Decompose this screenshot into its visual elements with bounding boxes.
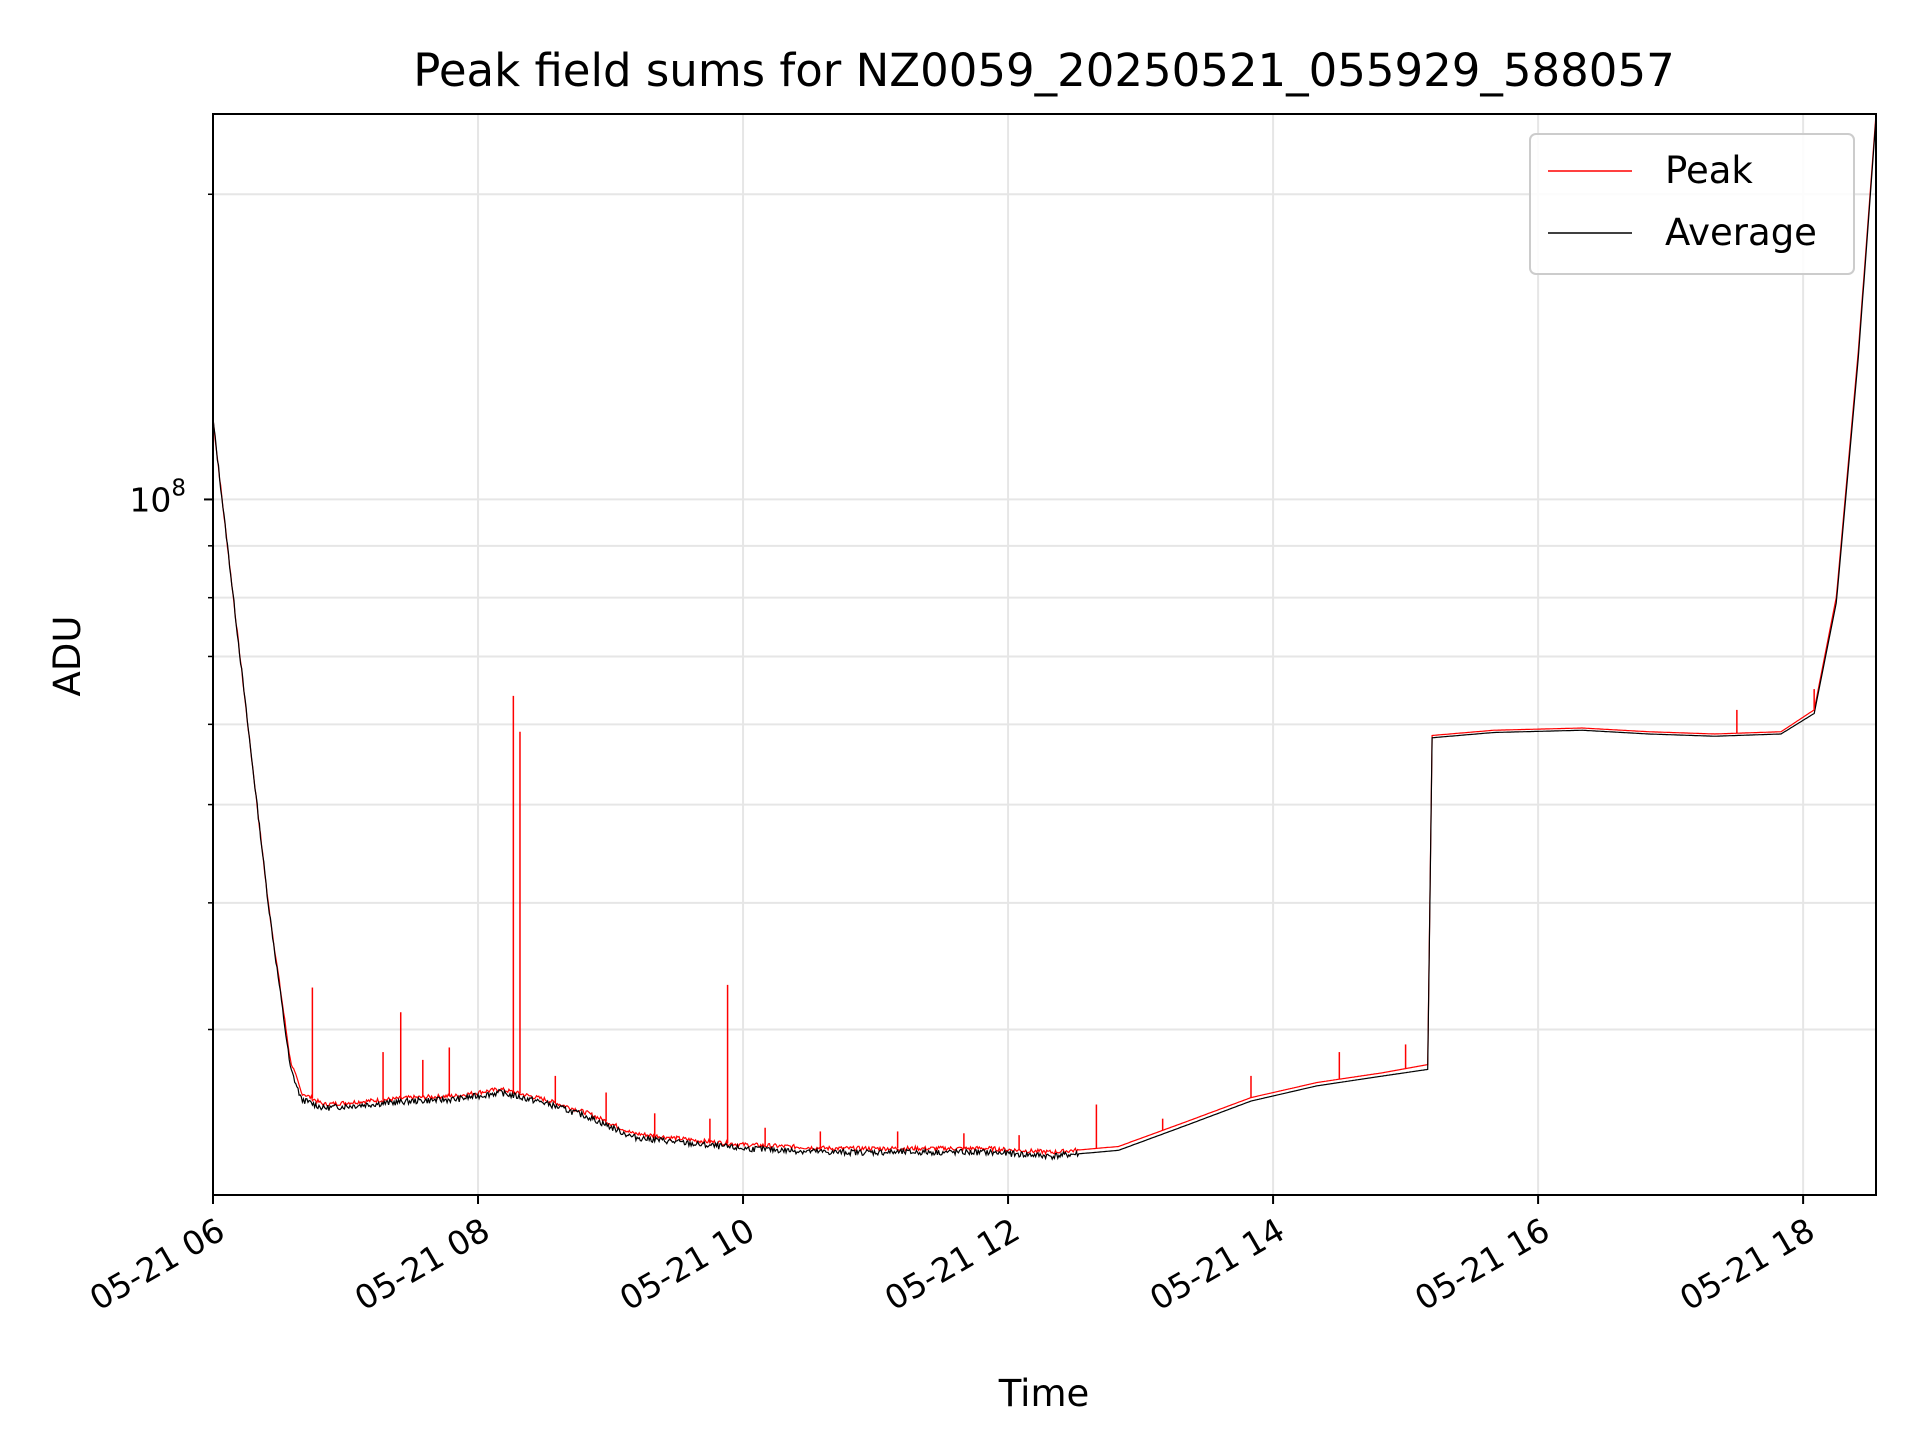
- x-tick-label: 05-21 18: [1673, 1210, 1821, 1318]
- x-tick-label: 05-21 08: [348, 1210, 496, 1318]
- x-tick-label: 05-21 10: [613, 1210, 761, 1318]
- x-tick-label: 05-21 06: [83, 1210, 231, 1318]
- x-tick-label: 05-21 16: [1408, 1210, 1556, 1318]
- series-layer: [212, 113, 1877, 1161]
- x-axis: 05-21 06 05-21 08 05-21 10 05-21 12 05-21 14…: [83, 1195, 1821, 1318]
- series-line-average: [212, 117, 1877, 1161]
- x-axis-label: Time: [998, 1372, 1090, 1415]
- x-tick-label: 05-21 14: [1143, 1210, 1291, 1318]
- legend-peak-label: Peak: [1665, 149, 1753, 192]
- legend-average-label: Average: [1665, 211, 1817, 254]
- legend: Peak Average: [1529, 133, 1855, 275]
- series-line-peak: [212, 113, 1877, 1156]
- y-axis-label: ADU: [46, 616, 89, 697]
- y-tick-label: 108: [129, 475, 186, 519]
- y-axis: 108: [129, 193, 213, 1031]
- grid: [212, 114, 1876, 1195]
- chart-title: Peak field sums for NZ0059_20250521_0559…: [413, 44, 1674, 97]
- legend-box: [1529, 133, 1855, 275]
- x-tick-label: 05-21 12: [878, 1210, 1026, 1318]
- plot-frame: [212, 113, 1877, 1196]
